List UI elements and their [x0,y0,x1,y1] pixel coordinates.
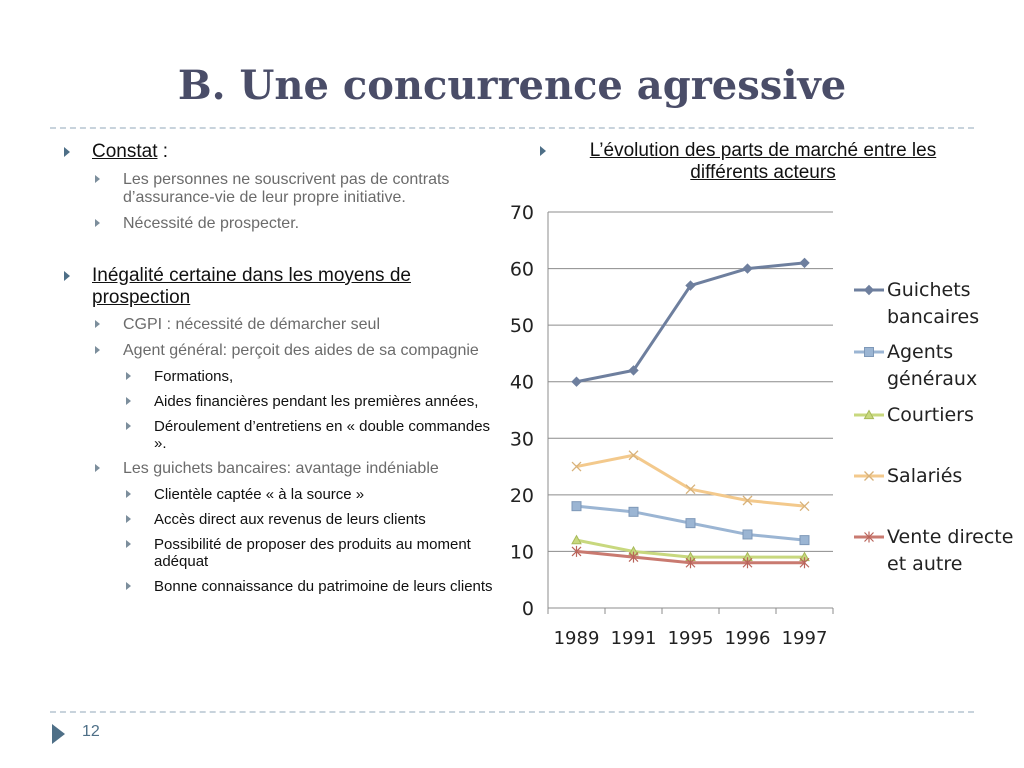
inegalite-label: Inégalité certaine dans les moyens de pr… [92,265,411,308]
cgpi-item: CGPI : nécessité de démarcher seul [60,316,500,334]
sub-sub-bullet-marker-icon [126,515,131,523]
data-point [799,501,810,512]
data-point [864,471,874,481]
constat-suffix: : [157,141,169,162]
sub-bullet-marker-icon [95,320,100,328]
bullet-marker-icon [64,271,70,281]
constat-item: Les personnes ne souscrivent pas de cont… [60,171,500,207]
chart-heading-bullet: L’évolution des parts de marché entre le… [540,140,960,184]
data-point [685,518,696,529]
legend-entry: Vente directe et autre [887,526,1013,575]
constat-item: Nécessité de prospecter. [60,215,500,233]
chart-heading: L’évolution des parts de marché entre le… [589,140,937,183]
slide-title: B. Une concurrence agressive [177,62,847,109]
x-tick-label: 1996 [725,628,771,649]
data-point [863,284,875,296]
sub-sub-bullet-marker-icon [126,540,131,548]
data-point [571,461,582,472]
data-point [799,257,810,269]
y-tick-label: 50 [510,315,534,337]
x-tick-label: 1995 [668,628,714,649]
data-point [742,495,753,506]
y-tick-label: 0 [522,598,534,620]
data-point [742,263,753,274]
data-point [742,529,753,540]
y-tick-label: 10 [510,541,534,563]
agent-item: Agent général: perçoit des aides de sa c… [60,342,500,360]
legend-entry: Guichets bancaires [887,279,979,328]
sub-sub-bullet-marker-icon [126,490,131,498]
market-share-chart: 0 10 20 30 40 50 60 70 1989 1991 1995 1996 1997 Guich… [510,202,1014,649]
y-tick-label: 60 [510,259,534,281]
x-tick-label: 1997 [782,628,828,649]
y-tick-label: 30 [510,428,534,450]
sub-sub-bullet-marker-icon [126,397,131,405]
data-point [799,557,810,569]
sub-sub-bullet-marker-icon [126,372,131,380]
sub-sub-bullet-marker-icon [126,422,131,430]
sub-bullet-marker-icon [95,464,100,472]
bullet-constat: Constat : [60,141,500,163]
y-tick-label: 20 [510,485,534,507]
x-tick-label: 1989 [554,628,600,649]
agent-sub-item: Déroulement d’entretiens en « double com… [60,418,500,452]
legend-entry: Courtiers [887,404,974,426]
guichets-sub-item: Clientèle captée « à la source » [60,486,500,503]
data-point [571,545,582,557]
data-point [571,376,582,387]
data-point [685,484,696,495]
bullet-marker-icon [540,146,546,156]
data-point [864,531,874,543]
sub-bullet-marker-icon [95,219,100,227]
footer-triangle-icon [52,724,65,744]
constat-label: Constat [92,141,158,162]
page-number: 12 [82,723,100,740]
agent-sub-item: Aides financières pendant les premières … [60,393,500,410]
x-tick-label: 1991 [611,628,657,649]
agent-sub-item: Formations, [60,368,500,385]
series-line [576,453,805,508]
data-point [864,347,874,357]
data-point [628,506,639,517]
y-tick-label: 40 [510,372,534,394]
sub-sub-bullet-marker-icon [126,582,131,590]
data-point [628,450,639,461]
data-point [628,551,639,563]
title-divider [50,127,974,129]
guichets-sub-item: Possibilité de proposer des produits au … [60,536,500,570]
guichets-item: Les guichets bancaires: avantage indénia… [60,460,500,478]
guichets-sub-item: Accès direct aux revenus de leurs client… [60,511,500,528]
bullet-marker-icon [64,147,70,157]
legend-entry: Salariés [887,465,962,487]
y-tick-label: 70 [510,202,534,224]
legend-entry: Agents généraux [887,341,977,390]
data-point [742,557,753,569]
data-point [685,557,696,569]
left-column: Constat : Les personnes ne souscrivent p… [60,138,500,595]
footer-divider [50,711,974,713]
data-point [571,501,582,512]
data-point [571,534,582,545]
sub-bullet-marker-icon [95,175,100,183]
sub-bullet-marker-icon [95,346,100,354]
data-point [799,535,810,546]
guichets-sub-item: Bonne connaissance du patrimoine de leur… [60,578,500,595]
data-point [863,409,875,420]
bullet-inegalite: Inégalité certaine dans les moyens de pr… [60,265,500,309]
data-point [685,280,696,291]
data-point [628,365,639,376]
